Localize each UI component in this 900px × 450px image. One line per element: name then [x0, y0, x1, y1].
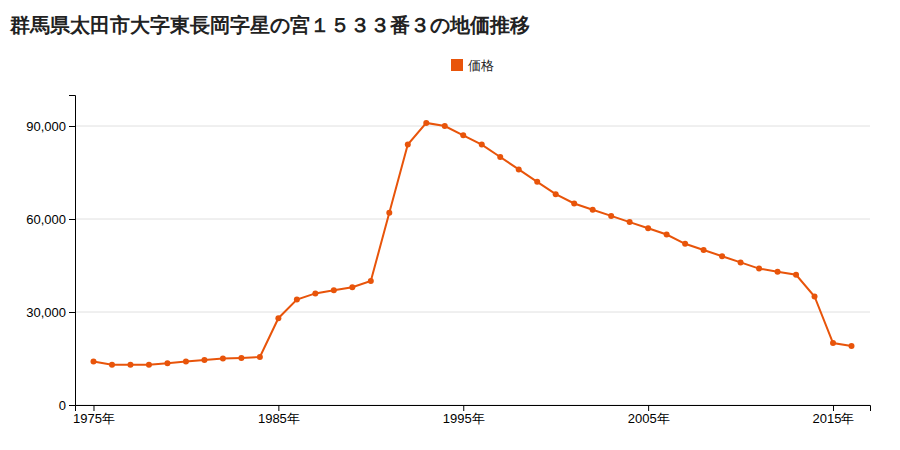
point: [442, 123, 448, 129]
tick: 0: [59, 398, 75, 413]
point: [368, 278, 374, 284]
tick: 1985年: [258, 405, 300, 426]
tick-label: 90,000: [26, 119, 66, 134]
grid-line: [75, 219, 870, 220]
tick-mark: [69, 126, 75, 127]
point: [849, 343, 855, 349]
markers: [90, 120, 854, 368]
axis-line: [69, 96, 76, 406]
point: [127, 362, 133, 368]
point: [590, 207, 596, 213]
point: [275, 315, 281, 321]
tick-mark: [69, 219, 75, 220]
point: [664, 232, 670, 238]
point: [312, 290, 318, 296]
point: [294, 297, 300, 303]
tick-label: 30,000: [26, 305, 66, 320]
point: [201, 357, 207, 363]
point: [756, 266, 762, 272]
point: [109, 362, 115, 368]
tick-label: 60,000: [26, 212, 66, 227]
tick-mark: [833, 405, 834, 411]
point: [775, 269, 781, 275]
line: [93, 123, 851, 365]
legend-label: 価格: [468, 58, 494, 73]
point: [830, 340, 836, 346]
point: [682, 241, 688, 247]
legend: 価格: [451, 58, 494, 73]
title: 群馬県太田市大字東長岡字星の宮１５３３番３の地価推移: [9, 13, 530, 37]
point: [331, 287, 337, 293]
legend-item: 価格: [451, 58, 494, 73]
tick-mark: [69, 312, 75, 313]
tick-label: 1985年: [258, 411, 300, 426]
point: [183, 359, 189, 365]
point: [220, 356, 226, 362]
point: [146, 362, 152, 368]
tick: 60,000: [26, 212, 75, 227]
point: [164, 360, 170, 366]
point: [349, 284, 355, 290]
point: [90, 359, 96, 365]
tick-mark: [648, 405, 649, 411]
tick-label: 2005年: [628, 411, 670, 426]
y-axis: 0 30,000 60,000 90,000: [26, 96, 75, 413]
axis-line: [76, 406, 871, 412]
point: [793, 272, 799, 278]
chart: 1975年 1985年 1995年 2005年 2015年 0 30,000 60,000 90…: [0, 0, 900, 450]
point: [645, 225, 651, 231]
tick: 1975年: [73, 405, 115, 426]
tick-mark: [278, 405, 279, 411]
point: [608, 213, 614, 219]
point: [238, 355, 244, 361]
grid-line: [75, 312, 870, 313]
point: [257, 354, 263, 360]
point: [553, 191, 559, 197]
tick: 2005年: [628, 405, 670, 426]
point: [738, 259, 744, 265]
point: [534, 179, 540, 185]
grid-line: [75, 126, 870, 127]
tick-mark: [93, 405, 94, 411]
point: [386, 210, 392, 216]
tick-label: 2015年: [813, 411, 855, 426]
point: [627, 219, 633, 225]
tick-label: 0: [59, 398, 66, 413]
tick: 30,000: [26, 305, 75, 320]
point: [460, 132, 466, 138]
tick-label: 1995年: [443, 411, 485, 426]
legend-swatch: [451, 59, 463, 71]
tick-mark: [463, 405, 464, 411]
point: [812, 294, 818, 300]
point: [423, 120, 429, 126]
x-axis: 1975年 1985年 1995年 2005年 2015年: [73, 405, 870, 426]
point: [571, 201, 577, 207]
point: [405, 142, 411, 148]
point: [701, 247, 707, 253]
marks: [90, 120, 854, 368]
tick: 1995年: [443, 405, 485, 426]
plot: 1975年 1985年 1995年 2005年 2015年 0 30,000 60,000 90…: [26, 96, 870, 427]
tick-mark: [69, 405, 75, 406]
point: [719, 253, 725, 259]
point: [516, 166, 522, 172]
tick: 90,000: [26, 119, 75, 134]
tick: 2015年: [813, 405, 855, 426]
tick-label: 1975年: [73, 411, 115, 426]
point: [479, 142, 485, 148]
point: [497, 154, 503, 160]
